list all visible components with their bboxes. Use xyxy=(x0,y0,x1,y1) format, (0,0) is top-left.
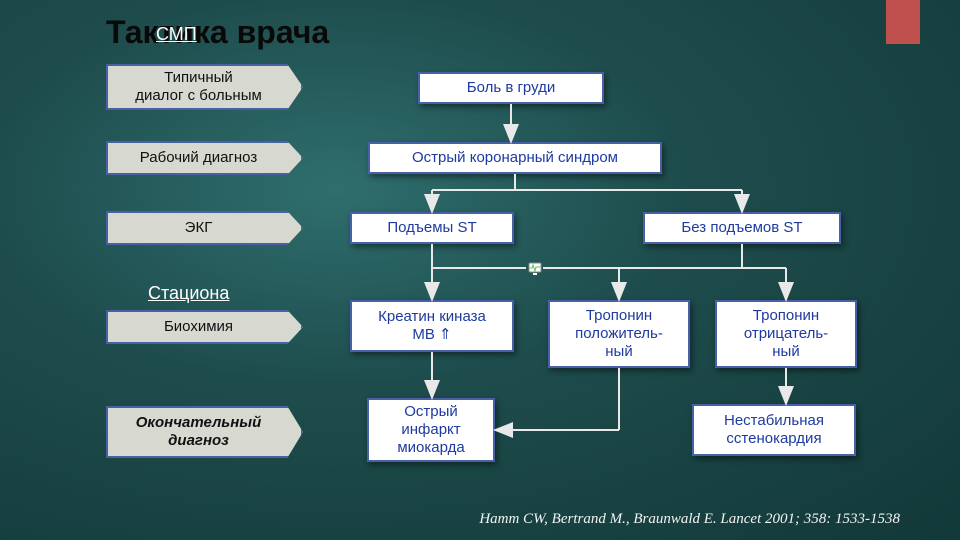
flow-arrows xyxy=(0,0,960,540)
reference-citation: Hamm CW, Bertrand M., Braunwald E. Lance… xyxy=(0,511,900,528)
